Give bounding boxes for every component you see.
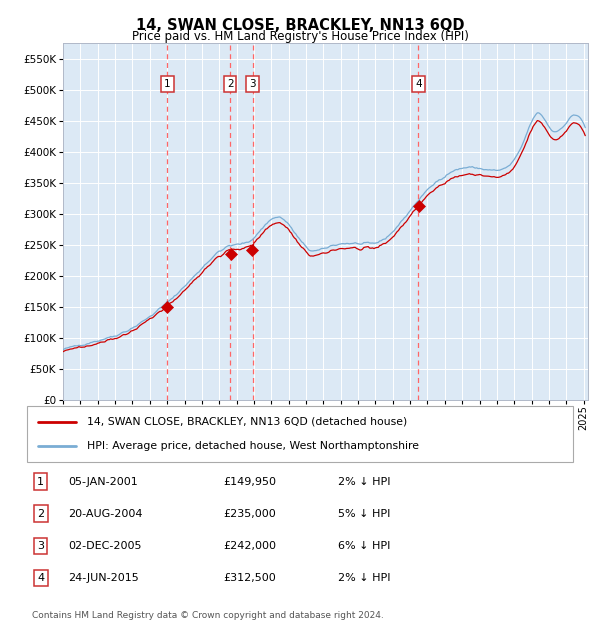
Text: 2: 2 — [37, 509, 44, 519]
Text: £149,950: £149,950 — [224, 477, 277, 487]
Text: £242,000: £242,000 — [224, 541, 277, 551]
Text: 4: 4 — [37, 573, 44, 583]
Text: 3: 3 — [37, 541, 44, 551]
Text: £235,000: £235,000 — [224, 509, 277, 519]
Text: 14, SWAN CLOSE, BRACKLEY, NN13 6QD: 14, SWAN CLOSE, BRACKLEY, NN13 6QD — [136, 18, 464, 33]
Text: 2: 2 — [227, 79, 233, 89]
Text: 1: 1 — [37, 477, 44, 487]
Text: £312,500: £312,500 — [224, 573, 277, 583]
Text: Price paid vs. HM Land Registry's House Price Index (HPI): Price paid vs. HM Land Registry's House … — [131, 30, 469, 43]
Text: 1: 1 — [164, 79, 170, 89]
Text: 02-DEC-2005: 02-DEC-2005 — [68, 541, 142, 551]
Text: 2% ↓ HPI: 2% ↓ HPI — [338, 573, 391, 583]
Text: 6% ↓ HPI: 6% ↓ HPI — [338, 541, 391, 551]
Text: 20-AUG-2004: 20-AUG-2004 — [68, 509, 142, 519]
FancyBboxPatch shape — [27, 406, 573, 462]
Text: 05-JAN-2001: 05-JAN-2001 — [68, 477, 138, 487]
Text: 14, SWAN CLOSE, BRACKLEY, NN13 6QD (detached house): 14, SWAN CLOSE, BRACKLEY, NN13 6QD (deta… — [87, 417, 407, 427]
Text: Contains HM Land Registry data © Crown copyright and database right 2024.
This d: Contains HM Land Registry data © Crown c… — [32, 611, 384, 620]
Text: 4: 4 — [415, 79, 422, 89]
Text: 24-JUN-2015: 24-JUN-2015 — [68, 573, 139, 583]
Text: 2% ↓ HPI: 2% ↓ HPI — [338, 477, 391, 487]
Text: 5% ↓ HPI: 5% ↓ HPI — [338, 509, 391, 519]
Text: HPI: Average price, detached house, West Northamptonshire: HPI: Average price, detached house, West… — [87, 441, 419, 451]
Text: 3: 3 — [249, 79, 256, 89]
